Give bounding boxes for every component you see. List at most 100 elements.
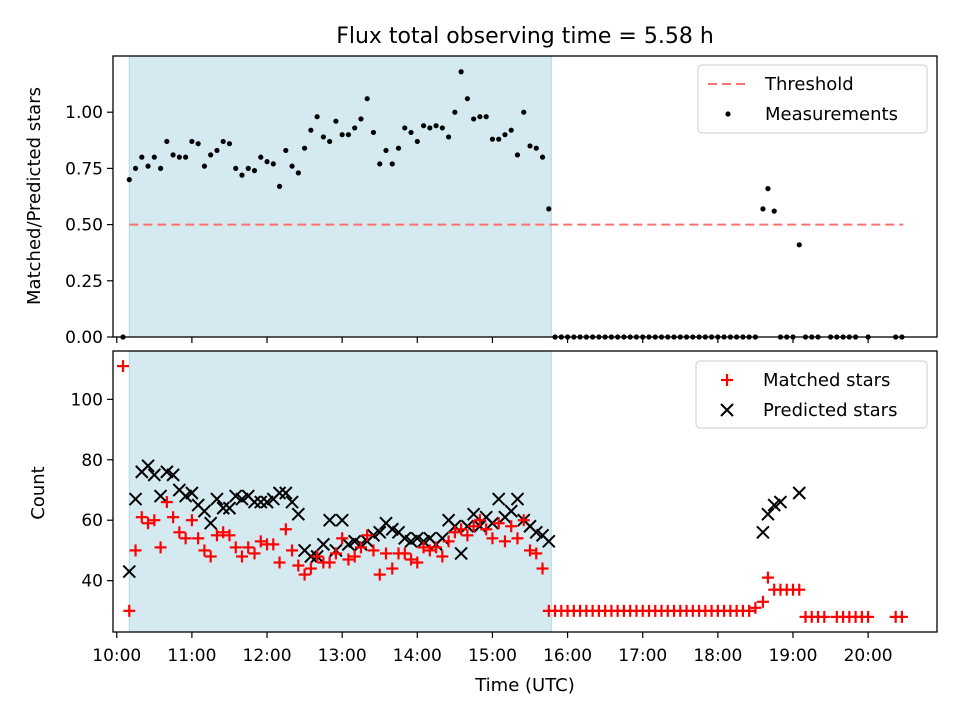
- measurement-point: [151, 154, 157, 160]
- matched-stars-point: [311, 550, 324, 563]
- star-count-series: [117, 360, 908, 623]
- measurement-point: [157, 165, 164, 171]
- matched-stars-point: [448, 526, 461, 539]
- matched-stars-point: [895, 610, 908, 623]
- matched-stars-point: [367, 544, 380, 557]
- matched-stars-point: [286, 544, 299, 557]
- measurement-point: [132, 165, 139, 171]
- measurement-point: [145, 163, 151, 169]
- predicted-stars-point: [373, 525, 387, 539]
- top-y-axis: 0.00 0.25 0.50 0.75 1.00: [65, 103, 113, 348]
- predicted-stars-point: [185, 486, 199, 500]
- matched-stars-point: [217, 526, 230, 539]
- measurement-point: [195, 141, 201, 147]
- predicted-stars-point: [203, 516, 218, 530]
- matched-stars-point: [348, 550, 361, 563]
- measurement-point: [408, 129, 414, 136]
- measurement-point: [489, 136, 496, 142]
- measurement-point: [226, 141, 233, 147]
- measurement-point: [251, 168, 258, 174]
- matched-stars-point: [467, 520, 480, 533]
- measurement-point: [170, 152, 176, 158]
- measurement-point: [496, 136, 502, 142]
- measurement-point: [796, 242, 802, 248]
- measurement-point: [239, 172, 245, 178]
- matched-stars-point: [473, 514, 486, 527]
- matched-stars-point: [142, 517, 155, 530]
- matched-stars-point: [398, 547, 411, 560]
- matched-stars-point: [536, 562, 549, 575]
- bottom-legend-box: [695, 360, 928, 429]
- measurement-point: [245, 165, 251, 171]
- matched-stars-point: [254, 535, 267, 548]
- measurement-point: [377, 161, 383, 167]
- matched-stars-point: [486, 532, 499, 545]
- matched-stars-point: [336, 532, 349, 545]
- measurement-point: [301, 145, 308, 151]
- predicted-stars-point: [210, 492, 224, 506]
- matched-stars-point: [749, 601, 762, 614]
- predicted-stars-point: [128, 492, 143, 506]
- measurement-point: [452, 109, 458, 115]
- predicted-stars-point: [485, 516, 500, 530]
- x-axis-label: Time (UTC): [474, 675, 575, 696]
- measurement-point: [514, 152, 521, 158]
- measurement-point: [439, 125, 445, 131]
- measurement-point: [395, 145, 402, 151]
- bottom-x-axis: 10:00 11:00 12:00 13:00 14:00 15:00 16:00 17:00…: [92, 632, 893, 666]
- matched-stars-point: [154, 541, 167, 554]
- matched-stars-point: [123, 604, 136, 617]
- measurement-point: [458, 69, 464, 75]
- bottom-y-tick-label: 60: [81, 511, 103, 531]
- measurement-point: [527, 143, 533, 149]
- matched-stars-point: [185, 514, 198, 527]
- matched-stars-point: [173, 526, 186, 539]
- matched-stars-point: [511, 532, 524, 545]
- measurement-point: [533, 145, 539, 151]
- matched-stars-point: [323, 556, 336, 569]
- matched-stars-point: [267, 538, 280, 551]
- matched-stars-point: [498, 535, 511, 548]
- matched-stars-point: [411, 556, 424, 569]
- top-y-tick-label: 1.00: [65, 103, 103, 123]
- predicted-stars-point: [792, 486, 806, 500]
- matched-stars-point: [743, 604, 756, 617]
- matched-stars-point: [292, 559, 305, 572]
- legend-matched-swatch: [721, 374, 733, 386]
- measurement-point: [208, 152, 214, 158]
- legend-predicted-swatch: [720, 403, 734, 417]
- measurement-point: [464, 96, 470, 102]
- matched-stars-point: [298, 568, 311, 581]
- measurement-point: [308, 127, 314, 133]
- measurement-point: [320, 134, 326, 140]
- x-tick-label: 10:00: [92, 646, 141, 666]
- predicted-stars-point: [756, 525, 770, 539]
- predicted-stars-point: [454, 546, 468, 561]
- matched-stars-point: [279, 523, 292, 536]
- legend-measurements-swatch: [725, 111, 731, 117]
- measurement-point: [433, 123, 439, 129]
- matched-stars-point: [517, 514, 530, 527]
- bottom-legend: Matched stars Predicted stars: [695, 360, 928, 429]
- measurement-point: [327, 138, 333, 145]
- observing-time-span: [128, 350, 552, 633]
- measurement-point: [771, 208, 777, 214]
- x-tick-label: 11:00: [167, 646, 216, 666]
- matched-stars-point: [480, 523, 493, 536]
- predicted-stars-point: [216, 501, 230, 515]
- measurement-point: [546, 206, 552, 212]
- matched-stars-point: [242, 541, 255, 554]
- measurement-point: [201, 163, 208, 169]
- top-legend-box: [697, 64, 928, 134]
- matched-stars-point: [354, 541, 367, 554]
- predicted-stars-point: [247, 495, 262, 509]
- matched-stars-point: [818, 610, 831, 623]
- predicted-stars-point: [304, 549, 318, 564]
- matched-stars-point: [461, 529, 474, 542]
- matched-stars-point: [129, 544, 142, 557]
- measurement-point: [521, 109, 527, 115]
- matched-stars-point: [117, 360, 130, 373]
- measurement-point: [370, 129, 377, 136]
- matched-stars-point: [379, 547, 392, 560]
